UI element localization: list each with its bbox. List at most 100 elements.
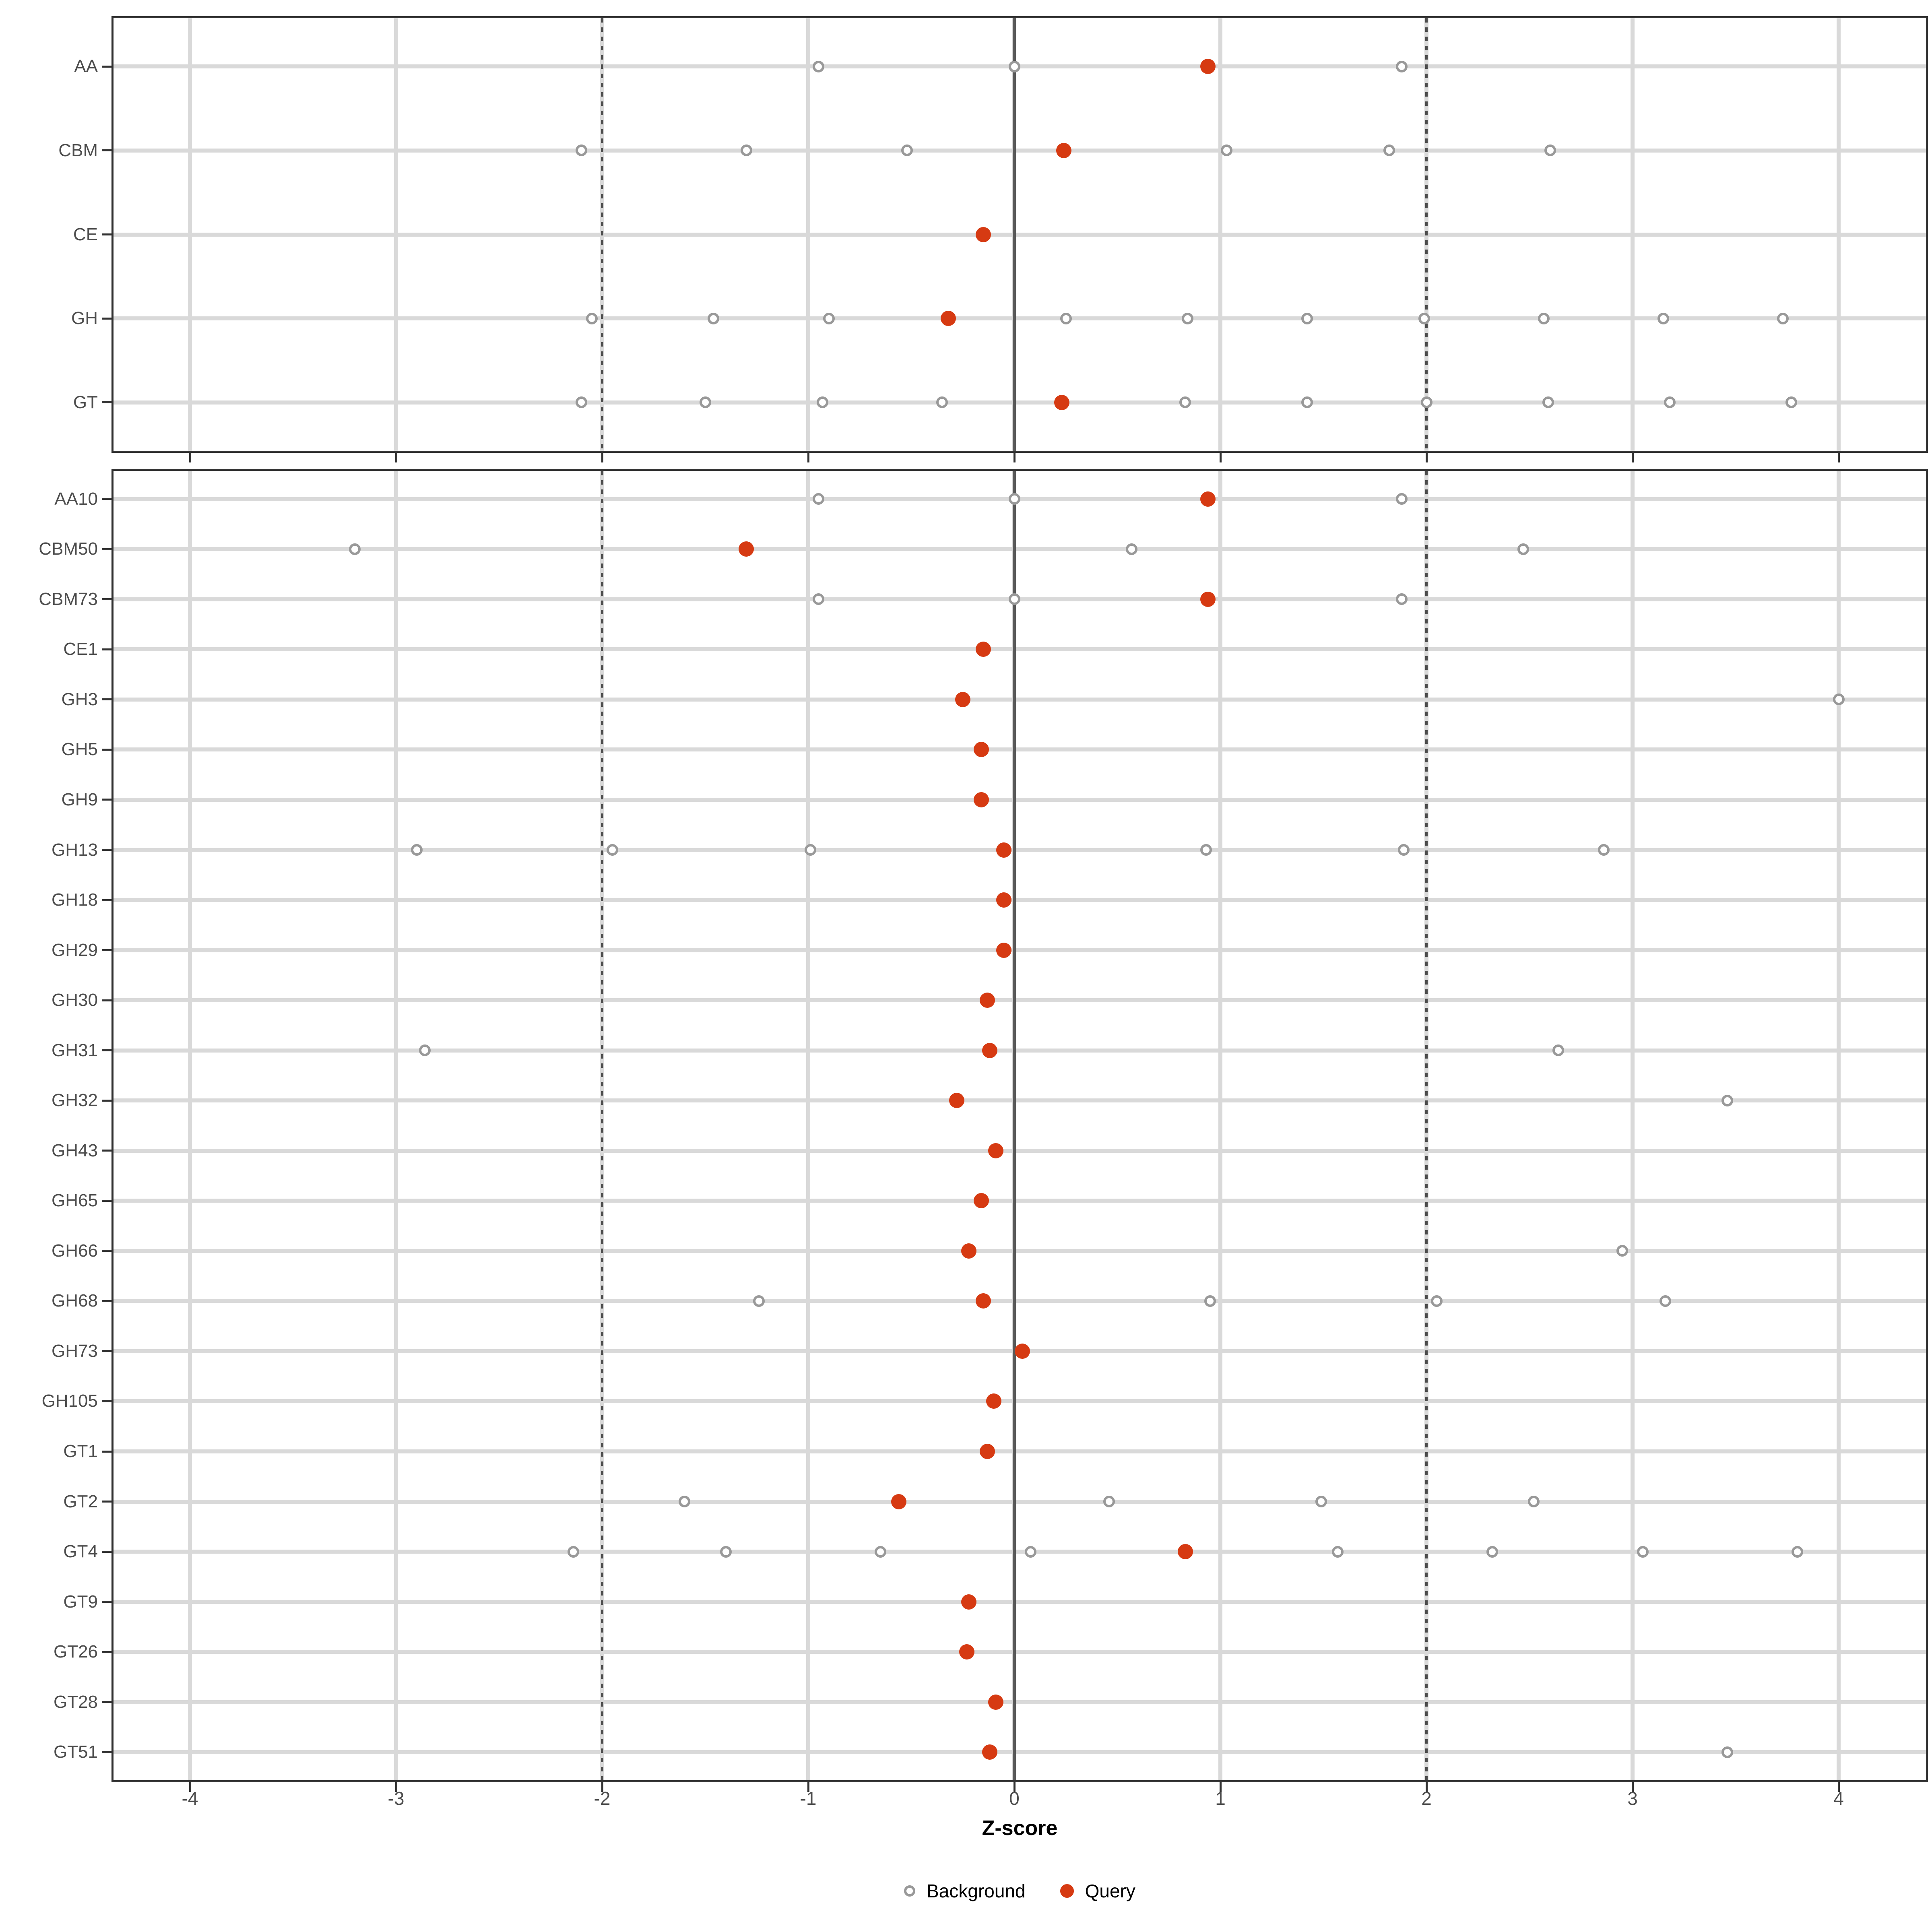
query-dot bbox=[986, 1393, 1001, 1409]
y-axis-tick bbox=[102, 1450, 111, 1453]
y-axis-label: GT51 bbox=[53, 1742, 98, 1762]
x-axis-tick bbox=[1219, 453, 1222, 462]
background-dot bbox=[607, 844, 619, 856]
reference-line-dashed bbox=[1425, 471, 1428, 1780]
query-dot bbox=[980, 993, 995, 1008]
y-axis-label: CBM73 bbox=[39, 589, 98, 609]
gridline-row bbox=[114, 1550, 1926, 1554]
y-axis-tick bbox=[102, 548, 111, 550]
background-dot bbox=[1486, 1546, 1499, 1558]
background-dot bbox=[1527, 1496, 1540, 1508]
x-axis-tick-label: 4 bbox=[1833, 1788, 1844, 1809]
gridline-row bbox=[114, 1098, 1926, 1103]
query-dot bbox=[976, 642, 991, 657]
y-axis-tick bbox=[102, 999, 111, 1001]
y-axis-tick bbox=[102, 598, 111, 601]
reference-line-dashed bbox=[601, 18, 603, 451]
query-dot bbox=[988, 1694, 1003, 1710]
x-axis-tick-label: -2 bbox=[594, 1788, 611, 1809]
query-dot bbox=[1200, 59, 1216, 74]
gridline-row bbox=[114, 1449, 1926, 1454]
y-axis-label: GT2 bbox=[63, 1491, 98, 1511]
y-axis-label: CBM50 bbox=[39, 539, 98, 559]
background-dot bbox=[1792, 1546, 1804, 1558]
query-dot bbox=[959, 1644, 975, 1660]
background-dot bbox=[576, 144, 588, 157]
y-axis-tick bbox=[102, 498, 111, 500]
background-dot bbox=[817, 396, 829, 409]
background-dot bbox=[1777, 312, 1789, 324]
x-axis-tick bbox=[395, 453, 397, 462]
gridline-row bbox=[114, 1199, 1926, 1203]
y-axis-tick bbox=[102, 1250, 111, 1252]
background-dot bbox=[1008, 593, 1020, 605]
background-dot bbox=[1833, 694, 1845, 706]
background-dot bbox=[740, 144, 752, 157]
x-axis-tick bbox=[807, 453, 809, 462]
background-dot bbox=[874, 1546, 886, 1558]
x-axis-tick-label: 2 bbox=[1421, 1788, 1432, 1809]
y-axis-tick bbox=[102, 949, 111, 952]
query-dot bbox=[1054, 394, 1069, 410]
background-dot bbox=[699, 396, 711, 409]
y-axis-label: GT1 bbox=[63, 1441, 98, 1461]
background-dot bbox=[1616, 1245, 1628, 1257]
background-dot bbox=[1418, 312, 1430, 324]
legend-background-label: Background bbox=[927, 1880, 1026, 1901]
y-axis-label: GH30 bbox=[52, 990, 98, 1010]
query-dot bbox=[982, 1042, 997, 1058]
y-axis-tick bbox=[102, 899, 111, 901]
gridline-row bbox=[114, 1399, 1926, 1404]
y-axis-label: GH bbox=[71, 308, 98, 328]
background-dot bbox=[901, 144, 913, 157]
background-dot bbox=[1721, 1094, 1734, 1106]
y-axis-tick bbox=[102, 1501, 111, 1503]
legend: Background Query bbox=[111, 1879, 1928, 1903]
background-dot bbox=[1637, 1546, 1649, 1558]
y-axis-tick bbox=[102, 748, 111, 751]
background-dot bbox=[1598, 844, 1610, 856]
query-dot bbox=[1200, 591, 1216, 607]
reference-line-dashed bbox=[1425, 18, 1428, 451]
gridline-row bbox=[114, 797, 1926, 802]
legend-query-label: Query bbox=[1085, 1880, 1135, 1901]
background-dot bbox=[1538, 312, 1550, 324]
background-dot bbox=[1660, 1295, 1672, 1307]
background-dot bbox=[813, 493, 825, 505]
x-axis-tick bbox=[1013, 1782, 1016, 1792]
y-axis-label: GH3 bbox=[61, 689, 98, 709]
y-axis-tick bbox=[102, 233, 111, 235]
y-axis-tick bbox=[102, 799, 111, 801]
query-dot bbox=[1056, 142, 1071, 158]
gridline-row bbox=[114, 697, 1926, 702]
background-dot bbox=[1552, 1044, 1565, 1057]
x-axis-tick bbox=[1425, 453, 1428, 462]
y-axis-label: GH43 bbox=[52, 1140, 98, 1160]
gridline-row bbox=[114, 948, 1926, 952]
background-dot bbox=[1721, 1746, 1734, 1758]
background-dot bbox=[1396, 60, 1408, 72]
gridline-row bbox=[114, 1750, 1926, 1754]
legend-background-marker-icon bbox=[904, 1885, 916, 1897]
query-dot bbox=[955, 691, 970, 707]
background-dot bbox=[936, 396, 948, 409]
background-dot bbox=[1664, 396, 1676, 409]
gridline-row bbox=[114, 1650, 1926, 1654]
query-dot bbox=[974, 792, 989, 807]
background-dot bbox=[1396, 593, 1408, 605]
gridline-row bbox=[114, 1249, 1926, 1253]
gridline-row bbox=[114, 316, 1926, 321]
y-axis-tick bbox=[102, 1099, 111, 1102]
background-dot bbox=[1431, 1295, 1443, 1307]
gridline-row bbox=[114, 848, 1926, 852]
y-axis-label: GT9 bbox=[63, 1591, 98, 1612]
gridline-vertical bbox=[394, 471, 398, 1780]
background-dot bbox=[1200, 844, 1212, 856]
x-axis-tick bbox=[807, 1782, 809, 1792]
background-dot bbox=[1181, 312, 1193, 324]
gridline-row bbox=[114, 232, 1926, 237]
x-axis-tick bbox=[189, 453, 191, 462]
background-dot bbox=[1008, 493, 1020, 505]
background-dot bbox=[823, 312, 835, 324]
x-axis-tick bbox=[1631, 1782, 1634, 1792]
